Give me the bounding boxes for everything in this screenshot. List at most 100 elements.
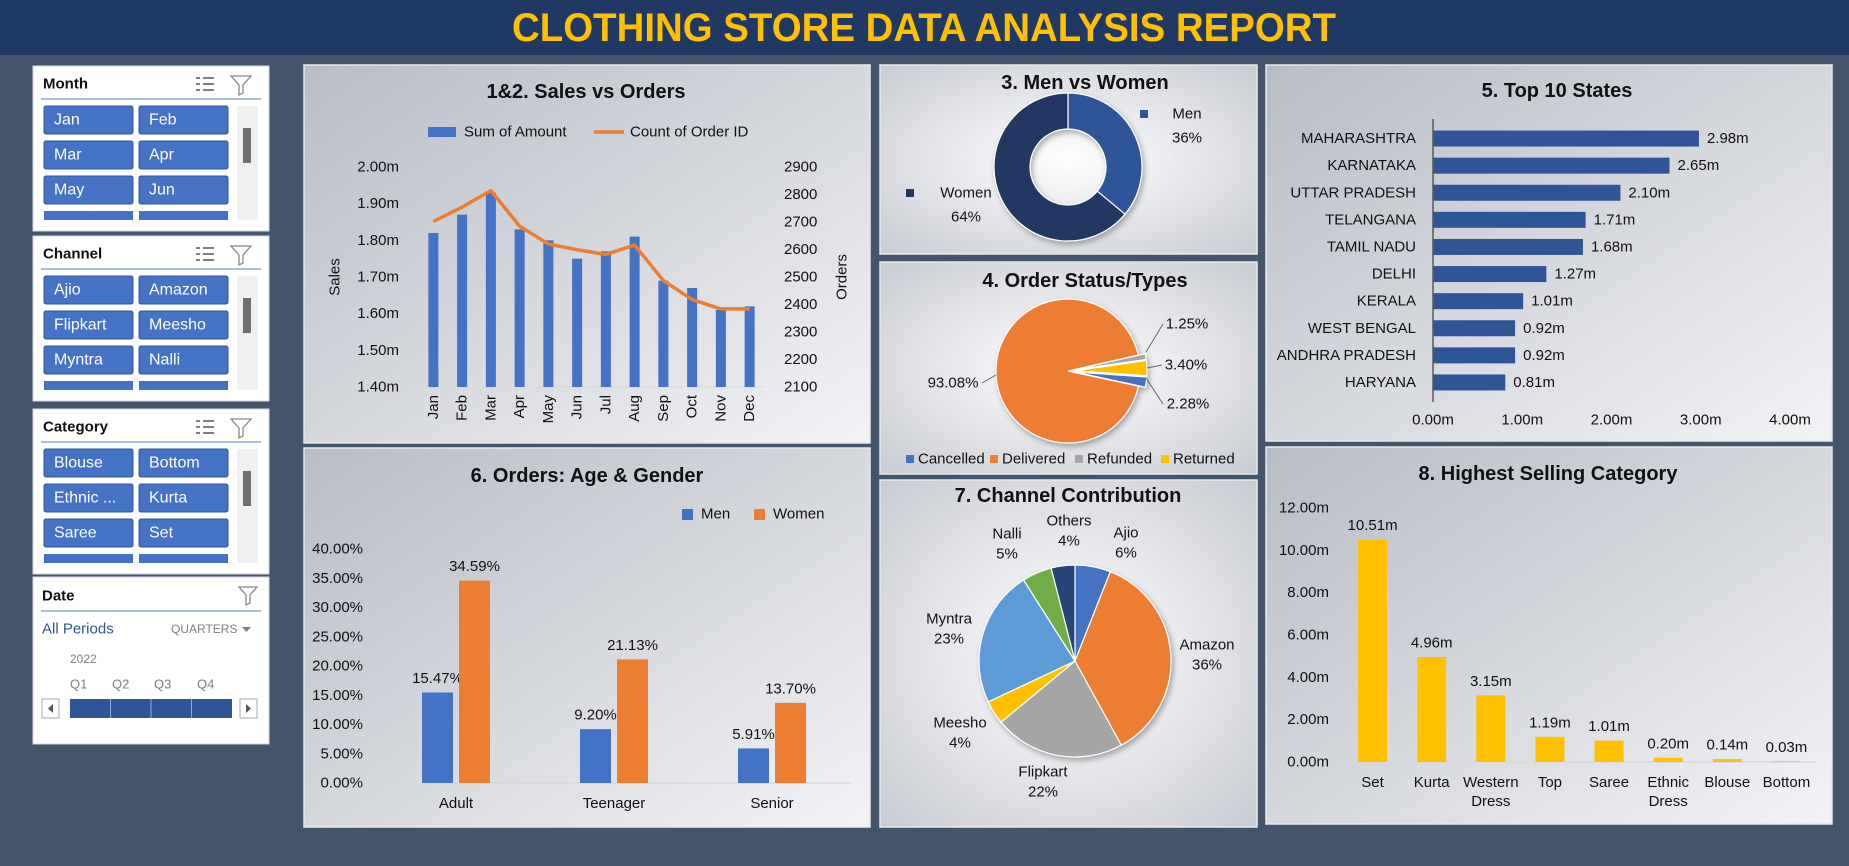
y-tick-label: 35.00% [312,570,363,587]
slicer-button[interactable] [138,175,229,205]
y-tick-label: 10.00m [1279,542,1329,559]
legend-swatch [990,455,998,463]
legend-label: Refunded [1087,451,1152,468]
slicer-button[interactable] [138,518,229,548]
y-axis-label: Sales [327,258,344,296]
slicer-button[interactable] [138,448,229,478]
clear-filter-icon[interactable] [237,586,259,607]
bar [738,748,769,783]
data-label: 0.14m [1706,737,1748,754]
slicer-item: Meesho [149,317,206,334]
data-label: 1.19m [1529,714,1571,731]
bar [457,214,468,387]
slicer-button[interactable] [43,140,134,170]
slicer-button[interactable] [138,483,229,513]
slicer-button[interactable] [138,275,229,305]
data-label: 1.71m [1594,211,1636,228]
y-tick-label: 0.00m [1287,754,1329,771]
clear-filter-icon[interactable] [229,418,253,440]
slicer-button[interactable] [43,518,134,548]
slicer-button[interactable] [43,105,134,135]
x-tick-label: Adult [438,795,474,812]
y-tick-label: 1.90m [357,195,399,212]
x-tick-label-box: Kurta [1414,774,1450,791]
chart-title: 8. Highest Selling Category [1419,463,1679,485]
data-label: 15.47% [412,670,463,687]
y2-tick-label: 2700 [784,214,817,231]
bar [744,306,755,387]
data-label: 93.08% [928,375,979,392]
multi-select-icon[interactable] [196,247,214,261]
y-tick-label: 20.00% [312,658,363,675]
slice-name: Women [940,185,991,202]
bar [1771,761,1801,762]
data-label: 36% [1172,130,1202,147]
bar [1433,374,1506,391]
chart-title: 1&2. Sales vs Orders [486,81,685,103]
data-label: 2.98m [1707,130,1749,147]
data-label: 0.92m [1523,347,1565,364]
y-tick-label: 1.50m [357,342,399,359]
x-tick-label: 0.00m [1412,412,1454,429]
slicer-button[interactable] [43,275,134,305]
scroll-thumb[interactable] [243,128,251,163]
slicer-button[interactable] [43,483,134,513]
data-label: 9.20% [574,707,617,724]
slice-name: Men [1172,106,1201,123]
slicer-button[interactable] [43,345,134,375]
multi-select-icon[interactable] [196,77,214,91]
timeline-period: Q2 [112,677,129,692]
bar [775,702,806,783]
x-tick-label-box: Set [1361,774,1384,791]
pie-group [978,564,1172,758]
chart-title: 7. Channel Contribution [955,485,1182,507]
bar [1433,238,1583,255]
slicer-button[interactable] [138,345,229,375]
bar [617,659,648,783]
bar [572,258,583,387]
slicer-button-partial [139,211,228,220]
chart-title: 5. Top 10 States [1482,80,1633,102]
y-tick-label: MAHARASHTRA [1301,130,1416,147]
scroll-thumb[interactable] [243,471,251,506]
x-tick-label-box: Senior [750,795,794,812]
slicer-item: Apr [149,147,175,164]
x-tick-label-box: Saree [1589,774,1629,791]
bar [1712,759,1742,762]
data-label: 2.28% [1167,396,1210,413]
slicer-item: May [54,182,84,199]
y2-tick-label: 2600 [784,241,817,258]
slicer-button[interactable] [138,105,229,135]
slicer-button[interactable] [138,310,229,340]
clear-filter-icon[interactable] [229,75,253,97]
timeline-level[interactable]: QUARTERS [171,622,237,636]
y-tick-label: WEST BENGAL [1308,320,1416,337]
data-label: 1.68m [1591,238,1633,255]
scroll-thumb[interactable] [243,298,251,333]
data-label: 36% [1192,657,1222,674]
slicer-button[interactable] [138,140,229,170]
clear-filter-icon[interactable] [229,245,253,267]
y2-tick-label: 2300 [784,324,817,341]
bar [514,229,525,387]
pie-slice [1050,564,1076,662]
level-dropdown[interactable] [242,627,251,632]
slicer-button[interactable] [43,175,134,205]
x-tick-label: Feb [454,395,471,421]
y-tick-label: KERALA [1357,293,1416,310]
multi-select-icon[interactable] [196,420,214,434]
x-tick-label: Jun [569,395,586,419]
slicer-button[interactable] [43,448,134,478]
data-label: 22% [1028,784,1058,801]
x-tick-label: Ethnic Dress [1647,774,1690,810]
y2-tick-label: 2800 [784,186,817,203]
y2-tick-label: 2200 [784,351,817,368]
y-tick-label: 2.00m [1287,711,1329,728]
x-tick-label: Set [1361,774,1384,791]
data-label: 2.65m [1678,157,1720,174]
x-tick-label: Senior [750,795,794,812]
bar [1433,293,1524,310]
y-tick-label: TELANGANA [1325,211,1416,228]
slicer-button[interactable] [43,310,134,340]
scroll-right-arrow [246,704,251,713]
